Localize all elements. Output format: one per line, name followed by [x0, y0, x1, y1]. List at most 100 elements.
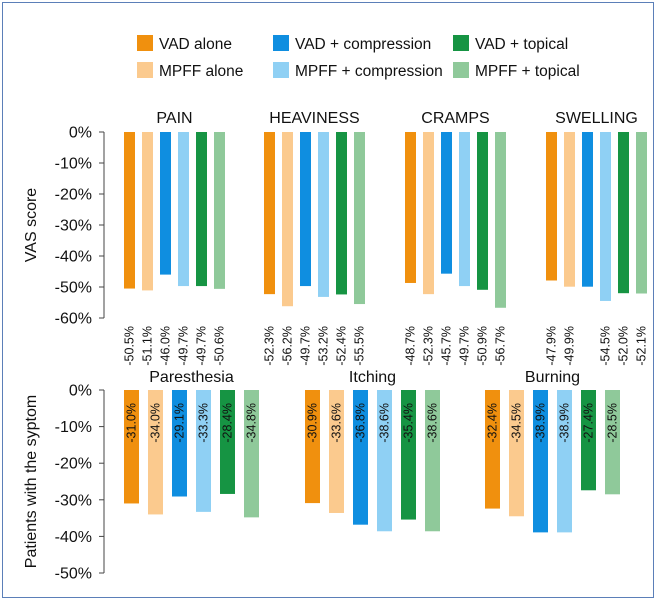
data-label-burning-1: -34.5% — [510, 403, 524, 443]
bar-paresthesia-vad-compression — [172, 390, 187, 497]
legend-swatch-mpff-topical — [453, 62, 469, 78]
data-label-heaviness-0: -52.3% — [263, 326, 277, 366]
legend-label-vad-alone: VAD alone — [159, 36, 232, 53]
data-label-cramps-4: -50.9% — [476, 326, 490, 366]
data-label-cramps-2: -45.7% — [440, 326, 454, 366]
data-label-itching-2: -36.8% — [354, 403, 368, 443]
y-tick-label: -50% — [55, 280, 92, 297]
data-label-paresthesia-3: -33.3% — [197, 403, 211, 443]
bar-itching-vad-compression — [353, 390, 368, 525]
legend-swatch-vad-compression — [273, 35, 289, 51]
legend-swatch-vad-topical — [453, 35, 469, 51]
y-tick-label: -40% — [55, 529, 92, 546]
data-label-heaviness-3: -53.2% — [317, 326, 331, 366]
group-title-heaviness: HEAVINESS — [269, 110, 359, 127]
y-tick-label: -10% — [55, 156, 92, 173]
data-label-swelling-4: -52.0% — [617, 326, 631, 366]
bar-cramps-mpff-alone — [423, 132, 434, 295]
y-tick-label: -20% — [55, 187, 92, 204]
bar-cramps-vad-topical — [477, 132, 488, 290]
bar-heaviness-mpff-compression — [318, 132, 329, 297]
data-label-heaviness-1: -56.2% — [281, 326, 295, 366]
data-label-pain-3: -49.7% — [177, 326, 191, 366]
legend-swatch-mpff-alone — [137, 62, 153, 78]
bar-swelling-mpff-topical — [636, 132, 647, 294]
data-label-heaviness-5: -55.5% — [353, 326, 367, 366]
bar-heaviness-mpff-topical — [354, 132, 365, 305]
y-tick-label: -30% — [55, 218, 92, 235]
bar-itching-mpff-topical — [425, 390, 440, 532]
data-label-pain-0: -50.5% — [123, 326, 137, 366]
data-label-cramps-5: -56.7% — [494, 326, 508, 366]
bar-pain-vad-compression — [160, 132, 171, 275]
bar-swelling-vad-alone — [546, 132, 557, 281]
bar-burning-mpff-alone — [509, 390, 524, 517]
legend-label-vad-topical: VAD + topical — [475, 36, 568, 53]
group-title-burning: Burning — [525, 369, 580, 386]
data-label-pain-5: -50.6% — [213, 326, 227, 366]
group-title-itching: Itching — [349, 369, 396, 386]
y-tick-label: -40% — [55, 249, 92, 266]
group-title-paresthesia: Paresthesia — [149, 369, 234, 386]
data-label-swelling-1: -49.9% — [563, 326, 577, 366]
bar-paresthesia-vad-topical — [220, 390, 235, 494]
data-label-pain-2: -46.0% — [159, 326, 173, 366]
data-label-burning-3: -38.9% — [558, 403, 572, 443]
bar-burning-mpff-compression — [557, 390, 572, 533]
legend-label-vad-compression: VAD + compression — [295, 36, 431, 53]
data-label-burning-2: -38.9% — [534, 403, 548, 443]
bar-cramps-vad-alone — [405, 132, 416, 283]
bar-cramps-vad-compression — [441, 132, 452, 274]
data-label-paresthesia-5: -34.8% — [245, 403, 259, 443]
patients-with-symptom-panel: 0% -10% -20% -30% -40% -50% Patients with the … — [23, 369, 620, 583]
y-axis-label: VAS score — [23, 188, 40, 263]
bar-pain-mpff-topical — [214, 132, 225, 289]
data-label-pain-1: -51.1% — [141, 326, 155, 366]
vas-score-panel: 0% -10% -20% -30% -40% -50% -60% VAS score PAIN -… — [23, 110, 649, 366]
bar-cramps-mpff-topical — [495, 132, 506, 308]
data-label-paresthesia-1: -34.0% — [149, 403, 163, 443]
data-label-burning-5: -28.5% — [606, 403, 620, 443]
bar-swelling-vad-compression — [582, 132, 593, 287]
y-tick-label: -10% — [55, 419, 92, 436]
bar-heaviness-vad-topical — [336, 132, 347, 295]
group-title-swelling: SWELLING — [555, 110, 638, 127]
bar-burning-vad-compression — [533, 390, 548, 533]
data-label-burning-0: -32.4% — [486, 403, 500, 443]
data-label-heaviness-2: -49.7% — [299, 326, 313, 366]
data-label-itching-1: -33.6% — [330, 403, 344, 443]
bar-pain-vad-topical — [196, 132, 207, 287]
legend-swatch-vad-alone — [137, 35, 153, 51]
bar-pain-vad-alone — [124, 132, 135, 289]
bar-itching-mpff-compression — [377, 390, 392, 532]
data-label-itching-5: -38.6% — [426, 403, 440, 443]
y-tick-label: -20% — [55, 456, 92, 473]
bar-paresthesia-mpff-topical — [244, 390, 259, 518]
data-label-heaviness-4: -52.4% — [335, 326, 349, 366]
y-tick-label: -30% — [55, 492, 92, 509]
legend-label-mpff-alone: MPFF alone — [159, 63, 243, 80]
data-label-swelling-3: -54.5% — [599, 326, 613, 366]
bar-paresthesia-mpff-compression — [196, 390, 211, 512]
data-label-itching-4: -35.4% — [402, 403, 416, 443]
data-label-swelling-0: -47.9% — [545, 326, 559, 366]
legend-swatch-mpff-compression — [273, 62, 289, 78]
data-label-cramps-0: -48.7% — [404, 326, 418, 366]
data-label-itching-3: -38.6% — [378, 403, 392, 443]
data-label-swelling-5: -52.1% — [635, 326, 649, 366]
group-title-cramps: CRAMPS — [421, 110, 489, 127]
bar-itching-mpff-alone — [329, 390, 344, 513]
bar-cramps-mpff-compression — [459, 132, 470, 287]
bar-heaviness-vad-alone — [264, 132, 275, 295]
bar-paresthesia-vad-alone — [124, 390, 139, 504]
bar-itching-vad-topical — [401, 390, 416, 520]
data-label-pain-4: -49.7% — [195, 326, 209, 366]
bar-heaviness-mpff-alone — [282, 132, 293, 307]
data-label-burning-4: -27.4% — [582, 403, 596, 443]
data-label-cramps-3: -49.7% — [458, 326, 472, 366]
bar-burning-vad-alone — [485, 390, 500, 509]
bar-burning-vad-topical — [581, 390, 596, 491]
y-tick-label: -60% — [55, 311, 92, 328]
bar-itching-vad-alone — [305, 390, 320, 504]
